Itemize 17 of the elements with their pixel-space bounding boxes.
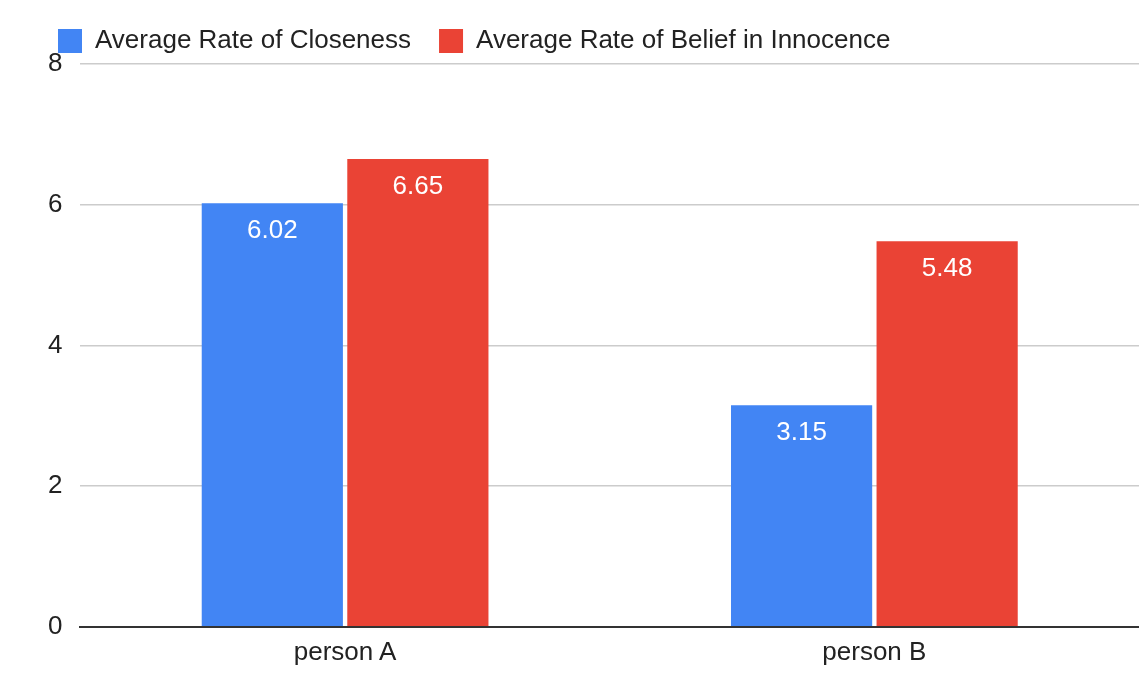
- bar: [731, 405, 873, 627]
- data-label: 5.48: [921, 252, 973, 283]
- data-label: 3.15: [776, 416, 827, 447]
- y-tick-label: 4: [47, 328, 63, 359]
- bar: [876, 241, 1018, 627]
- y-tick-label: 0: [47, 609, 63, 640]
- bar: [201, 203, 343, 627]
- y-tick-label: 8: [47, 47, 63, 78]
- data-label: 6.65: [392, 170, 444, 201]
- y-tick-label: 6: [47, 187, 63, 218]
- bar: [347, 158, 489, 627]
- y-tick-label: 2: [47, 469, 63, 500]
- data-label: 6.02: [247, 214, 298, 245]
- legend-label: Average Rate of Closeness: [95, 24, 412, 55]
- x-tick-label: person A: [293, 635, 398, 666]
- legend-label: Average Rate of Belief in Innocence: [476, 24, 891, 55]
- x-tick-label: person B: [822, 635, 927, 666]
